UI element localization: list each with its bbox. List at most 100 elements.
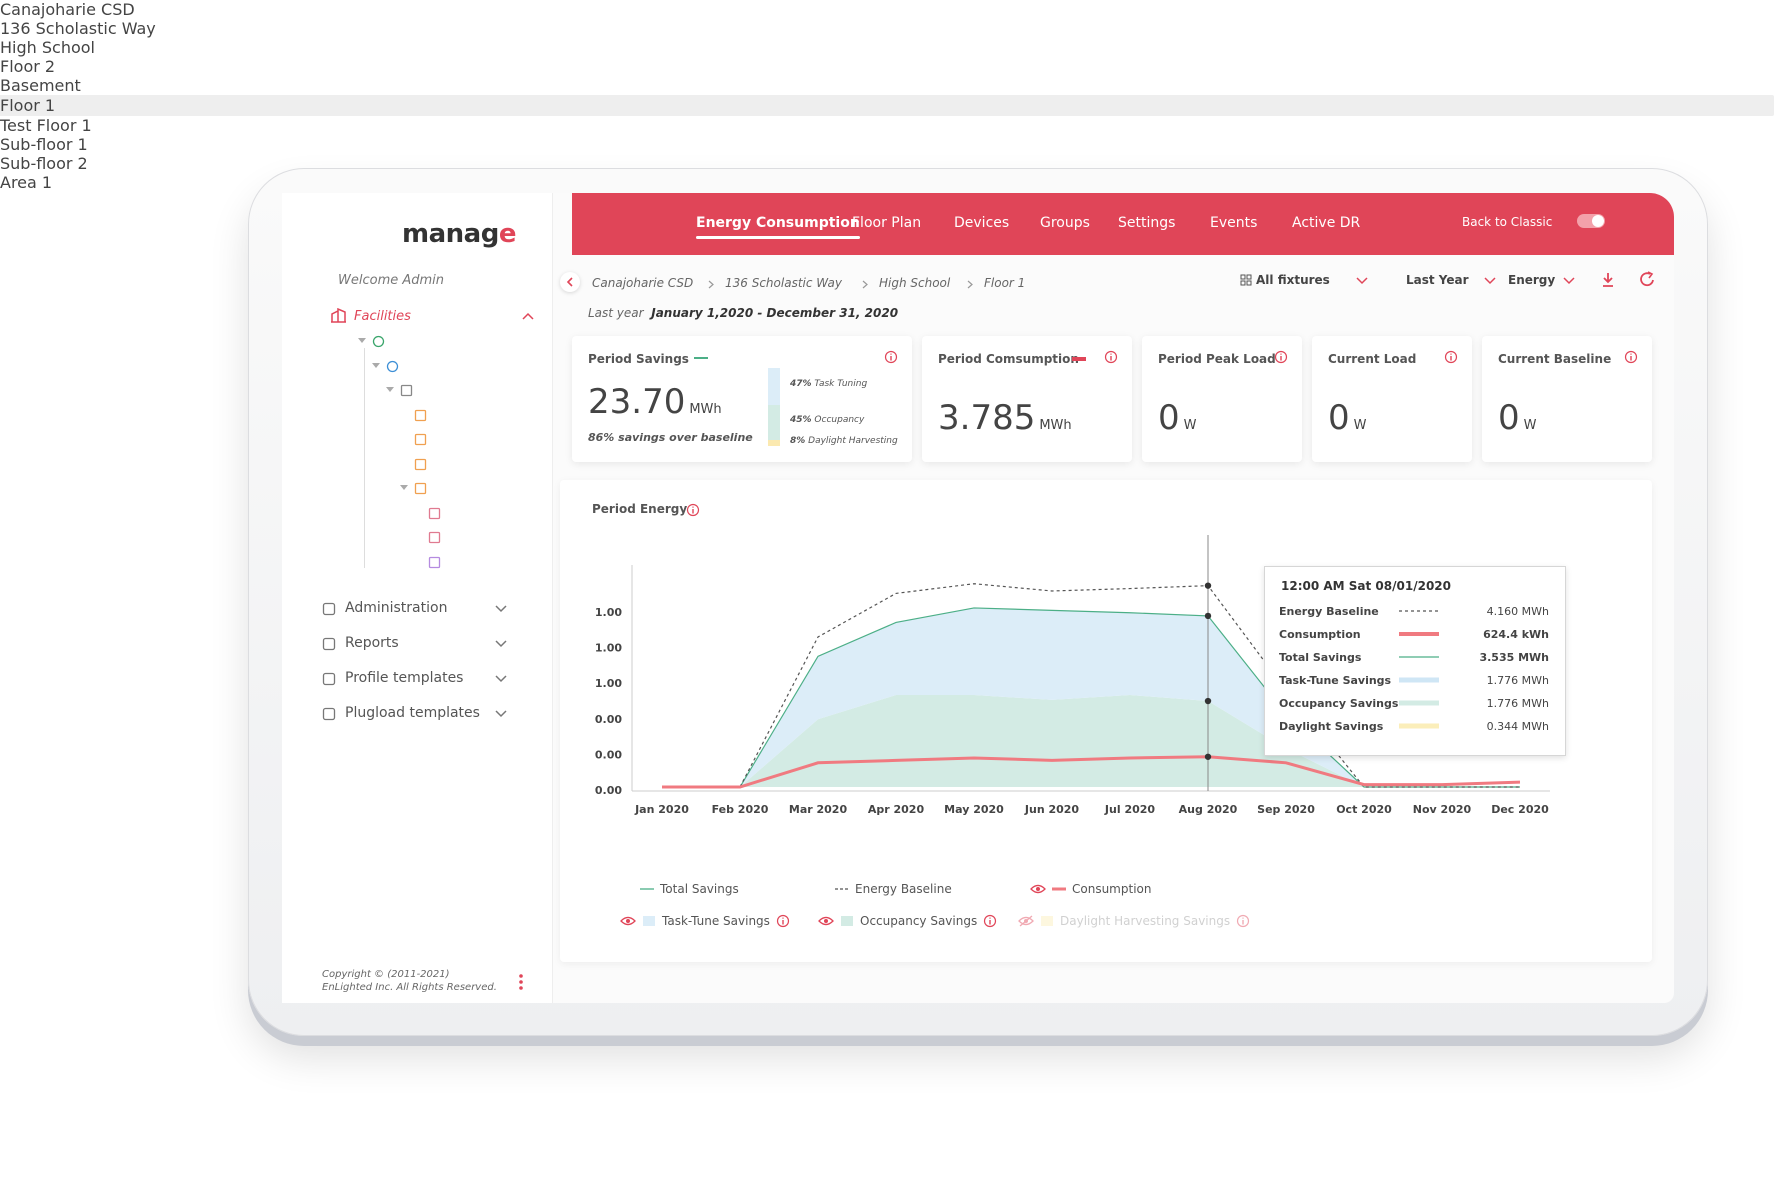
dropdown-caret[interactable] [495,675,507,683]
tree-item[interactable]: High School [0,38,95,57]
nav-tab[interactable]: Active DR [1292,215,1361,231]
nav-tab[interactable]: Energy Consumption [696,215,860,239]
tooltip-swatch [1399,700,1439,706]
facilities-link[interactable]: Facilities [354,309,411,324]
refresh-button[interactable] [1640,271,1654,287]
tree-item[interactable]: Sub-floor 1 [0,135,88,154]
breadcrumb-item[interactable]: Canajoharie CSD [592,276,694,290]
tooltip-swatch [1399,677,1439,683]
line-series [662,755,1521,789]
visibility-toggle[interactable] [1030,883,1046,895]
tree-item[interactable]: Floor 2 [0,57,56,76]
info-icon[interactable] [1444,350,1458,364]
tree-icon [414,458,427,470]
menu-item[interactable]: Administration [345,600,448,616]
tree-item[interactable]: Test Floor 1 [0,116,92,135]
dropdown-caret[interactable] [495,605,507,613]
tooltip-value: 624.4 kWh [1483,628,1549,641]
classic-toggle[interactable] [1577,214,1605,228]
breadcrumb-item[interactable]: 136 Scholastic Way [725,276,842,290]
collapse-sidebar-button[interactable] [560,272,580,292]
copyright: Copyright © (2011-2021) EnLighted Inc. Al… [322,968,497,994]
sep [967,280,973,289]
breakdown-row: 45% Occupancy [790,415,864,425]
icon-shape [428,531,441,544]
info-icon[interactable] [686,503,700,517]
nav-tab[interactable]: Events [1210,215,1258,231]
breadcrumb-item[interactable]: Floor 1 [984,276,1026,290]
icon-shape [322,707,336,721]
logo[interactable]: manage [402,219,516,249]
info-icon[interactable] [884,350,898,364]
card-title: Period Comsumption [938,352,1079,366]
pupil [626,919,630,923]
toolbar-icons [1603,271,1654,287]
dropdown-caret[interactable] [1563,277,1575,285]
tree-toggle[interactable] [386,387,394,393]
nav-tab[interactable]: Floor Plan [852,215,922,231]
menu-item[interactable]: Plugload templates [345,705,480,721]
icon-shape [414,482,427,495]
y-axis-label: 0.00 [595,784,622,797]
info-ring [776,914,790,928]
tree-toggle[interactable] [400,485,408,491]
tree-item[interactable]: Floor 1 [0,95,1774,116]
more-menu[interactable] [518,973,524,991]
info-icon[interactable] [1274,350,1288,364]
breakdown-segment [768,404,780,440]
legend-item[interactable]: Task-Tune Savings [620,914,790,928]
filter-dropdown[interactable]: Last Year [1406,273,1469,287]
dropdown-caret[interactable] [495,710,507,718]
breakdown-segment [768,439,780,446]
collapse-caret[interactable] [522,311,534,321]
title-swatch [694,357,708,359]
info-icon[interactable] [1104,350,1118,364]
nav-tab[interactable]: Groups [1040,215,1090,231]
nav-tab[interactable]: Devices [954,215,1010,231]
tree-toggle[interactable] [372,362,380,369]
dropdown-caret[interactable] [1483,277,1496,285]
grid-glyph [1240,274,1252,286]
tooltip-value: 1.776 MWh [1486,674,1549,687]
tree-toggle[interactable] [358,338,366,344]
tree-item[interactable]: 136 Scholastic Way [0,19,156,38]
breakdown-pct: 47% [790,379,812,390]
tree-item[interactable]: Sub-floor 2 [0,154,88,173]
download-button[interactable] [1603,273,1613,287]
dropdown-caret[interactable] [495,640,507,648]
icon-shape [400,384,413,397]
visibility-toggle[interactable] [818,915,834,927]
legend-item[interactable]: Daylight Harvesting Savings [1018,914,1250,928]
summary-card: Current Baseline 0 W [1482,336,1652,462]
legend-item[interactable]: Energy Baseline [835,882,952,896]
legend-item[interactable]: Occupancy Savings [818,914,997,928]
info-icon[interactable] [1624,350,1638,364]
info-icon[interactable] [776,914,790,928]
tree-icon [414,482,427,495]
back-to-classic-label: Back to Classic [1462,215,1553,229]
legend-item[interactable]: Consumption [1030,882,1151,896]
x-tick-label: Nov 2020 [1413,803,1472,816]
welcome-text: Welcome Admin [338,273,445,288]
tooltip-label: Total Savings [1279,651,1362,664]
chart-card: Period Energy 0.00 0.00 0.00 1.00 1.00 1.00 Ja… [560,480,1652,962]
icon-shape [428,556,441,568]
icon-shape [414,433,427,446]
breadcrumb-item[interactable]: High School [879,276,951,290]
nav-tab[interactable]: Settings [1118,215,1176,231]
dropdown-caret[interactable] [1356,277,1368,285]
info-icon[interactable] [1236,914,1250,928]
filter-dropdown[interactable]: Energy [1508,273,1556,287]
tree-item[interactable]: Canajoharie CSD [0,0,135,19]
menu-item[interactable]: Reports [345,635,399,651]
cross [1019,915,1033,927]
tree-item[interactable]: Basement [0,76,81,95]
legend-item[interactable]: Total Savings [640,882,739,896]
visibility-toggle[interactable] [620,915,636,927]
info-icon[interactable] [983,914,997,928]
menu-item[interactable]: Profile templates [345,670,464,686]
tree-item[interactable]: Area 1 [0,173,53,192]
filter-dropdown[interactable]: All fixtures [1256,273,1330,287]
visibility-toggle[interactable] [1018,915,1034,927]
